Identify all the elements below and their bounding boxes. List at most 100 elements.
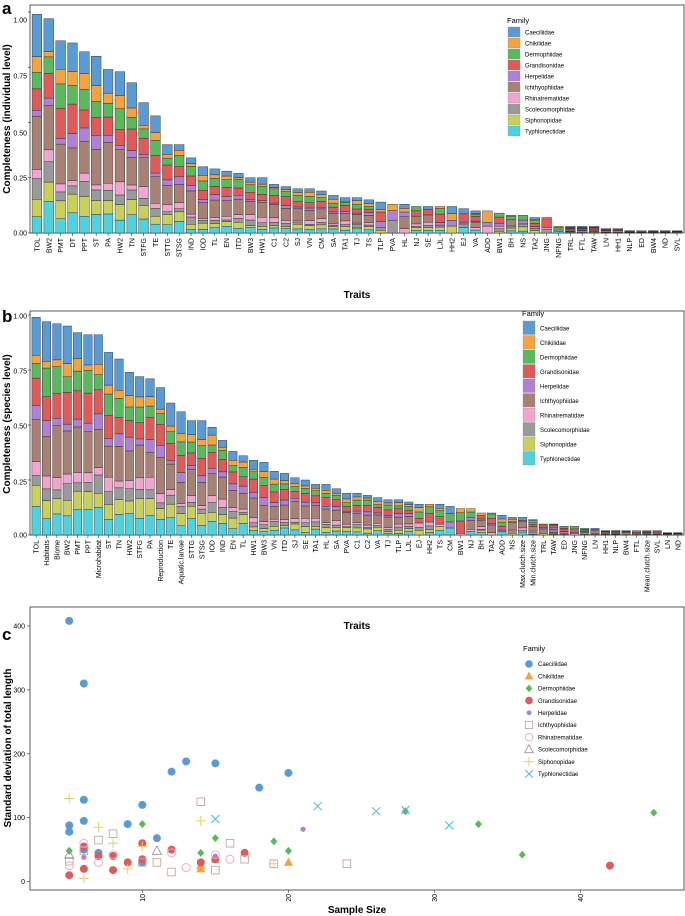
bar-segment-C1-Herpelidae [268,202,280,205]
bar-segment-NFNG-Dermophiidae [553,227,564,231]
bar-segment-HW2-Chikilidae [114,95,125,109]
bar-segment-PPT-Chikilidae [79,73,90,90]
xtick-label-PMT: PMT [58,237,65,253]
bar-segment-Min.clutch.size-Scolecomorphidae [528,532,538,535]
bar-segment-ITD-Caeciliidae [233,173,244,178]
bar-segment-TN-Caeciliidae [126,82,137,109]
bar-segment-FTL-Grandisonidae [577,228,588,231]
bar-segment-HW2-Caeciliidae [114,71,125,96]
bar-segment-NFNG-Typhlonectidae [553,231,564,234]
bar-segment-SA-Grandisonidae [331,499,341,507]
bar-segment-C1-Grandisonidae [352,505,362,512]
bar-segment-FTL-Ichthyophiidae [577,230,588,233]
bar-segment-BW2-Typhlonectidae [62,515,72,536]
bar-segment-HW2-Chikilidae [124,395,134,408]
bar-segment-HL-Dermophiidae [321,493,331,498]
xtick-label-ITD: ITD [282,540,289,551]
bar-segment-JNG-Grandisonidae [569,528,579,533]
point-Siphonopidae-4 [137,841,148,852]
bar-segment-TL-Dermophiidae [238,467,248,477]
bar-segment-HW2-Scolecomorphidae [124,488,134,502]
panel-a-xlabel: Traits [344,290,371,301]
bar-segment-HW2-Grandisonidae [114,129,125,146]
bar-segment-CM-Herpelidae [445,521,455,529]
point-Dermophiidae-1 [138,820,146,829]
bar-segment-IOD-Herpelidae [207,467,217,475]
bar-segment-SA-Dermophiidae [331,494,341,500]
point-Caeciliidae-4 [79,816,88,825]
bar-segment-Min.clutch.size-Dermophiidae [528,522,538,525]
legend-c-label-Rhinatrematidae: Rhinatrematidae [538,735,583,741]
bar-segment-CM-Caeciliidae [445,506,455,514]
bar-segment-VN-Ichthyophiidae [304,210,315,221]
panel-a-bars [31,14,683,234]
bar-segment-ST-Herpelidae [91,135,102,150]
bar-segment-TE-Chikilidae [166,425,176,432]
bar-segment-ITD-Chikilidae [280,480,289,485]
bar-segment-HH2-Typhlonectidae [425,532,434,536]
bar-segment-STSG-Siphonopidae [174,211,185,222]
bar-segment-STFG-Ichthyophiidae [135,444,145,479]
bar-segment-PPT-Chikilidae [83,364,93,371]
bar-segment-CM-Siphonopidae [316,224,327,230]
bar-segment-TA1-Dermophiidae [340,201,351,206]
bar-segment-IND-Ichthyophiidae [218,476,227,500]
xtick-label-TOL: TOL [34,540,41,554]
panel-a-xticks: TOL BW2 PMT DT PPT ST PA HW2 TN STFG TE STTG STSG IND… [28,11,682,258]
bar-segment-C2-Grandisonidae [362,505,372,513]
legend-swatch-Chikilidae [507,37,521,49]
xtick-label-BW2: BW2 [65,540,72,555]
bar-segment-TOL-Ichthyophiidae [31,419,41,462]
bar-segment-STFG-Rhinatrematidae [135,477,145,490]
legend-label-Dermophiidae: Dermophiidae [540,355,578,361]
xtick-label-BH: BH [509,238,516,248]
bar-segment-C2-Typhlonectidae [362,532,372,536]
bar-segment-Max.clutch.size-Typhlonectidae [518,531,528,536]
bar-segment-STTG-Siphonopidae [162,214,173,226]
bar-segment-STTG-Herpelidae [162,179,173,186]
bar-segment-PVA-Dermophiidae [342,502,352,507]
bar-segment-STTG-Ichthyophiidae [162,185,173,205]
xtick-label-Max.clutch.size: Max.clutch.size [520,540,527,588]
bar-segment-TA2-Chikilidae [529,219,540,221]
bar-segment-SJ-Typhlonectidae [290,529,300,536]
bar-segment-VN-Herpelidae [269,502,279,507]
bar-segment-IOD-Typhlonectidae [197,229,208,234]
bar-segment-STFG-Rhinatrematidae [138,186,149,199]
point-Grandisonidae-7 [196,858,205,867]
legend-label-Rhinatrematidae: Rhinatrematidae [525,97,570,103]
xtick-label-TE: TE [168,540,175,549]
bar-segment-TN-Scolecomorphidae [114,487,124,500]
xtick-label-NLP: NLP [613,540,620,554]
bar-segment-EN-Scolecomorphidae [221,219,232,222]
bar-segment-HW1-Dermophiidae [249,471,258,480]
legend-c-marker-Herpelidae [526,710,532,716]
legend-c-marker-Caeciliidae [525,660,533,668]
xtick-label-LN: LN [603,238,610,247]
bar-segment-TL-Ichthyophiidae [238,493,248,510]
point-Rhinatrematidae-7 [79,838,89,848]
bar-segment-TE-Typhlonectidae [150,223,161,234]
bar-segment-TN-Scolecomorphidae [126,189,137,200]
bar-segment-HL-Rhinatrematidae [321,522,331,525]
xtick-label-NJ: NJ [468,540,475,549]
legend-c-marker-Grandisonidae [525,696,533,705]
legend-label-Dermophiidae: Dermophiidae [525,53,563,59]
bar-segment-C2-Scolecomorphidae [280,222,291,227]
bar-segment-VN-Herpelidae [304,207,315,211]
bar-segment-TA2-Herpelidae [487,523,496,526]
panel-a-ytick-label-4: 1.00 [13,18,27,25]
bar-segment-TE-Scolecomorphidae [150,208,161,217]
bar-segment-STSG-Chikilidae [174,149,185,156]
bar-segment-PMT-Dermophiidae [73,370,83,392]
bar-segment-STFG-Caeciliidae [138,102,149,126]
bar-segment-HW2-Siphonopidae [114,204,125,221]
point-Siphonopidae-0 [64,793,75,804]
panel-b-label: b [2,307,12,326]
bar-segment-SA-Ichthyophiidae [328,213,339,225]
bar-segment-TJ-Caeciliidae [351,197,363,201]
bar-segment-HL-Ichthyophiidae [399,216,410,229]
point-Ichthyophiidae-9 [152,858,162,867]
bar-segment-HH2-Grandisonidae [425,513,434,523]
bar-segment-TN-Chikilidae [114,390,124,399]
